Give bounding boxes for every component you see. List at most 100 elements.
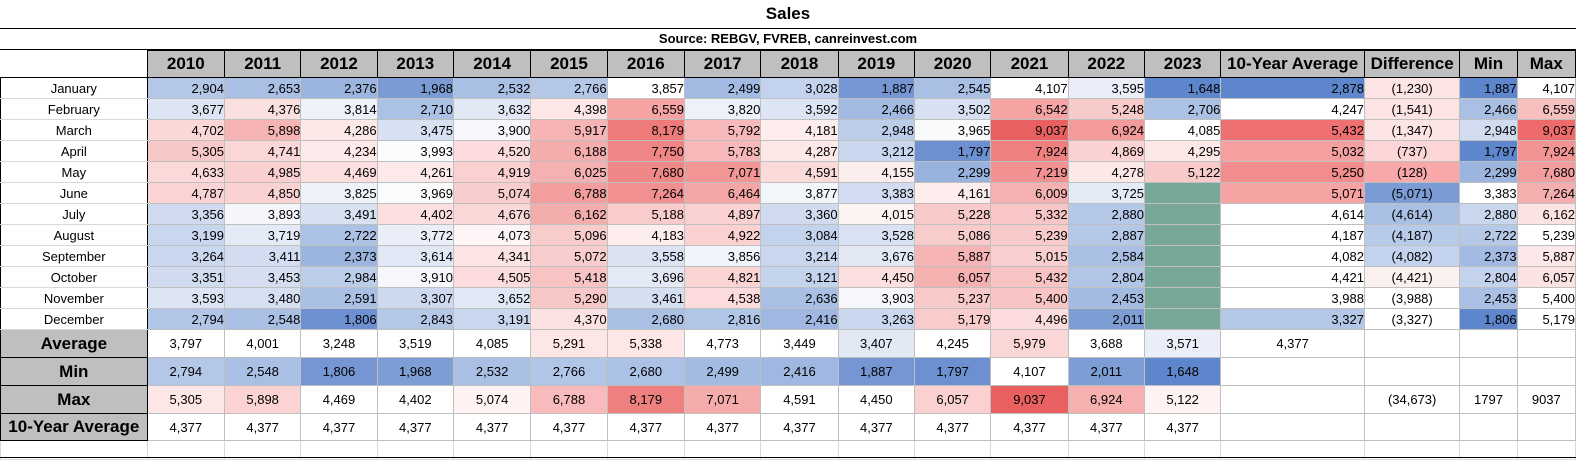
data-cell[interactable]: 5,917 xyxy=(530,119,608,141)
data-cell[interactable]: 4,107 xyxy=(990,77,1069,99)
data-cell[interactable]: 3,857 xyxy=(606,77,685,99)
summary-cell[interactable]: 1,887 xyxy=(837,357,915,386)
summary-cell[interactable]: 4,377 xyxy=(1067,413,1145,441)
summary-cell[interactable]: 4,377 xyxy=(1143,413,1222,441)
data-cell[interactable]: 4,402 xyxy=(376,203,454,225)
data-cell[interactable]: 3,677 xyxy=(146,98,225,120)
data-cell[interactable]: 2,532 xyxy=(452,77,532,99)
summary-cell[interactable]: 2,548 xyxy=(223,357,302,386)
summary-cell[interactable]: 5,291 xyxy=(530,329,608,358)
summary-cell[interactable]: 6,924 xyxy=(1067,385,1145,414)
data-cell[interactable]: 6,542 xyxy=(990,98,1069,120)
data-cell[interactable]: 2,636 xyxy=(760,287,839,309)
summary-cell[interactable]: 2,499 xyxy=(683,357,762,386)
data-cell[interactable]: 3,595 xyxy=(1067,77,1145,99)
summary-cell[interactable]: 4,245 xyxy=(913,329,992,358)
data-cell[interactable]: 3,614 xyxy=(376,245,454,267)
data-cell[interactable]: 4,421 xyxy=(1220,266,1365,288)
data-cell[interactable]: 6,788 xyxy=(530,182,608,204)
data-cell[interactable]: 4,897 xyxy=(683,203,762,225)
empty-cell[interactable] xyxy=(223,440,302,460)
data-cell[interactable]: 4,398 xyxy=(530,98,608,120)
summary-cell[interactable]: 2,532 xyxy=(452,357,532,386)
data-cell[interactable]: 5,237 xyxy=(913,287,992,309)
data-cell[interactable]: 5,072 xyxy=(530,245,608,267)
data-cell[interactable]: 5,432 xyxy=(990,266,1069,288)
summary-cell[interactable]: 4,377 xyxy=(146,413,225,441)
summary-cell[interactable] xyxy=(1459,329,1518,358)
data-cell[interactable]: 2,299 xyxy=(1459,161,1518,183)
data-cell[interactable]: (3,988) xyxy=(1363,287,1461,309)
data-cell[interactable]: 1,806 xyxy=(300,308,378,330)
data-cell[interactable]: 4,295 xyxy=(1143,140,1222,162)
data-cell[interactable]: 5,400 xyxy=(990,287,1069,309)
data-cell[interactable]: 4,821 xyxy=(683,266,762,288)
data-cell[interactable]: 5,228 xyxy=(913,203,992,225)
data-cell[interactable]: 4,591 xyxy=(760,161,839,183)
data-cell[interactable]: 3,993 xyxy=(376,140,454,162)
data-cell[interactable]: 5,086 xyxy=(913,224,992,246)
data-cell[interactable]: 2,948 xyxy=(1459,119,1518,141)
data-cell[interactable]: 5,179 xyxy=(1516,308,1576,330)
data-cell[interactable]: 4,261 xyxy=(376,161,454,183)
data-cell[interactable]: 3,592 xyxy=(760,98,839,120)
data-cell[interactable]: 3,988 xyxy=(1220,287,1365,309)
empty-cell[interactable] xyxy=(913,440,992,460)
data-cell[interactable]: 4,073 xyxy=(452,224,532,246)
data-cell[interactable]: 2,376 xyxy=(300,77,378,99)
data-cell[interactable]: 3,877 xyxy=(760,182,839,204)
data-cell[interactable]: 4,985 xyxy=(223,161,302,183)
data-cell[interactable]: 6,464 xyxy=(683,182,762,204)
data-cell[interactable]: (1,541) xyxy=(1363,98,1461,120)
summary-cell[interactable]: 2,680 xyxy=(606,357,685,386)
data-cell[interactable]: 4,278 xyxy=(1067,161,1145,183)
data-cell[interactable]: 7,924 xyxy=(1516,140,1576,162)
data-cell[interactable]: 5,096 xyxy=(530,224,608,246)
data-cell[interactable]: 4,286 xyxy=(300,119,378,141)
data-cell[interactable]: 6,924 xyxy=(1067,119,1145,141)
empty-cell[interactable] xyxy=(1363,440,1461,460)
summary-cell[interactable]: 4,377 xyxy=(837,413,915,441)
data-cell[interactable]: 5,332 xyxy=(990,203,1069,225)
data-cell[interactable]: 4,741 xyxy=(223,140,302,162)
summary-cell[interactable]: 4,402 xyxy=(376,385,454,414)
data-cell[interactable]: 4,450 xyxy=(837,266,915,288)
data-cell[interactable]: 6,057 xyxy=(1516,266,1576,288)
data-cell[interactable]: 4,247 xyxy=(1220,98,1365,120)
data-cell[interactable] xyxy=(1143,308,1222,330)
summary-cell[interactable]: 4,450 xyxy=(837,385,915,414)
data-cell[interactable]: 4,869 xyxy=(1067,140,1145,162)
data-cell[interactable]: 5,305 xyxy=(146,140,225,162)
data-cell[interactable]: 5,887 xyxy=(1516,245,1576,267)
column-header[interactable]: Min xyxy=(1459,50,1518,78)
empty-cell[interactable] xyxy=(452,440,532,460)
column-header[interactable]: 2013 xyxy=(376,50,454,78)
data-cell[interactable]: 5,188 xyxy=(606,203,685,225)
summary-cell[interactable]: 4,469 xyxy=(300,385,378,414)
data-cell[interactable]: 2,373 xyxy=(1459,245,1518,267)
data-cell[interactable]: 2,722 xyxy=(300,224,378,246)
data-cell[interactable]: 6,057 xyxy=(913,266,992,288)
column-header[interactable]: 2022 xyxy=(1067,50,1145,78)
summary-cell[interactable]: 1,968 xyxy=(376,357,454,386)
data-cell[interactable]: 2,880 xyxy=(1459,203,1518,225)
summary-cell[interactable]: 3,688 xyxy=(1067,329,1145,358)
data-cell[interactable]: 2,591 xyxy=(300,287,378,309)
summary-cell[interactable]: 5,338 xyxy=(606,329,685,358)
summary-cell[interactable]: 4,001 xyxy=(223,329,302,358)
data-cell[interactable]: 5,122 xyxy=(1143,161,1222,183)
data-cell[interactable]: 1,887 xyxy=(1459,77,1518,99)
summary-cell[interactable]: 4,085 xyxy=(452,329,532,358)
summary-label[interactable]: Min xyxy=(0,357,148,386)
data-cell[interactable]: 3,453 xyxy=(223,266,302,288)
data-cell[interactable]: (3,327) xyxy=(1363,308,1461,330)
month-label[interactable]: March xyxy=(0,119,148,141)
data-cell[interactable]: 4,850 xyxy=(223,182,302,204)
data-cell[interactable]: 2,904 xyxy=(146,77,225,99)
data-cell[interactable]: 5,032 xyxy=(1220,140,1365,162)
data-cell[interactable]: 1,806 xyxy=(1459,308,1518,330)
data-cell[interactable]: 4,370 xyxy=(530,308,608,330)
data-cell[interactable]: 2,011 xyxy=(1067,308,1145,330)
data-cell[interactable]: 4,082 xyxy=(1220,245,1365,267)
data-cell[interactable]: 5,248 xyxy=(1067,98,1145,120)
